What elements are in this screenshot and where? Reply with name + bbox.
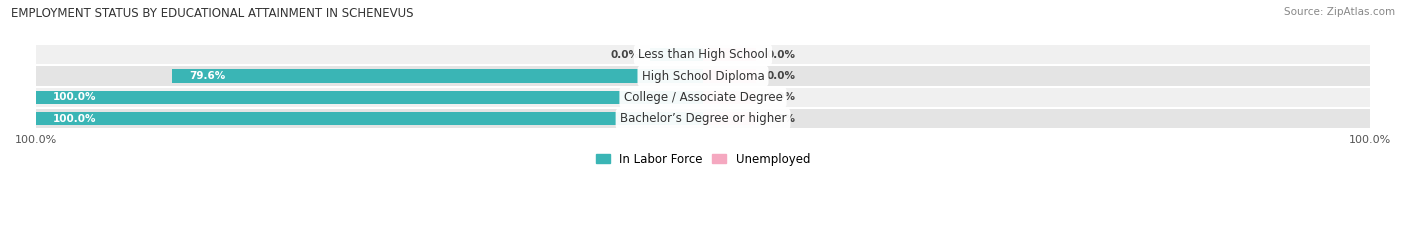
Text: 100.0%: 100.0% (53, 93, 96, 103)
Bar (37, 112, 703, 126)
Text: 100.0%: 100.0% (53, 114, 96, 124)
Text: 0.0%: 0.0% (766, 114, 796, 124)
Text: EMPLOYMENT STATUS BY EDUCATIONAL ATTAINMENT IN SCHENEVUS: EMPLOYMENT STATUS BY EDUCATIONAL ATTAINM… (11, 7, 413, 20)
Text: 0.0%: 0.0% (610, 50, 640, 60)
Bar (650, 48, 703, 61)
Bar (703, 91, 756, 104)
Bar (703, 112, 756, 126)
Text: 0.0%: 0.0% (766, 71, 796, 81)
Text: Less than High School: Less than High School (638, 48, 768, 61)
Bar (37, 109, 1369, 128)
Text: 79.6%: 79.6% (188, 71, 225, 81)
Text: 0.0%: 0.0% (766, 50, 796, 60)
Text: Bachelor’s Degree or higher: Bachelor’s Degree or higher (620, 112, 786, 125)
Text: High School Diploma: High School Diploma (641, 70, 765, 82)
Bar (37, 66, 1369, 86)
Bar (37, 91, 703, 104)
Legend: In Labor Force, Unemployed: In Labor Force, Unemployed (591, 148, 815, 170)
Bar (172, 69, 703, 83)
Bar (37, 45, 1369, 64)
Text: College / Associate Degree: College / Associate Degree (624, 91, 782, 104)
Text: Source: ZipAtlas.com: Source: ZipAtlas.com (1284, 7, 1395, 17)
Bar (703, 48, 756, 61)
Text: 0.0%: 0.0% (766, 93, 796, 103)
Bar (37, 88, 1369, 107)
Bar (703, 69, 756, 83)
